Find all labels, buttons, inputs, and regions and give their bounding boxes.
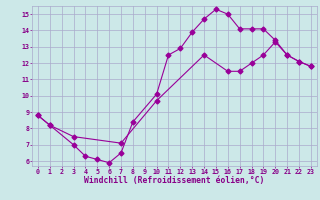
X-axis label: Windchill (Refroidissement éolien,°C): Windchill (Refroidissement éolien,°C) xyxy=(84,176,265,185)
